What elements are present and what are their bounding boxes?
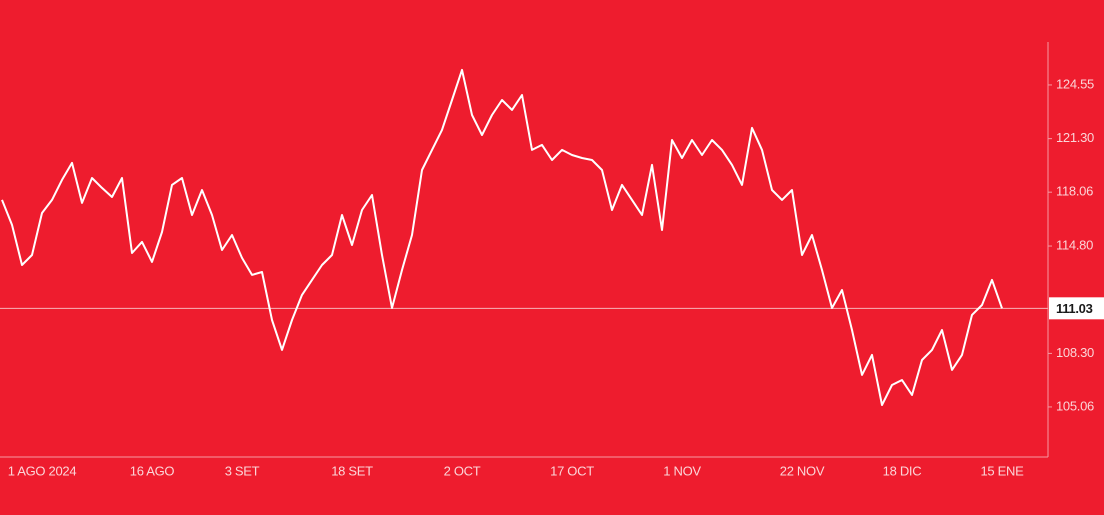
- y-tick-label: 105.06: [1056, 398, 1094, 413]
- y-tick-label: 121.30: [1056, 130, 1094, 145]
- x-tick-label: 1 NOV: [663, 463, 701, 478]
- x-tick-label: 22 NOV: [780, 463, 825, 478]
- x-tick-label: 1 AGO 2024: [8, 463, 77, 478]
- x-tick-label: 16 AGO: [130, 463, 175, 478]
- y-tick-label: 124.55: [1056, 76, 1094, 91]
- y-tick-label: 108.30: [1056, 345, 1094, 360]
- last-value-label: 111.03: [1056, 301, 1093, 316]
- x-tick-label: 15 ENE: [980, 463, 1024, 478]
- x-tick-label: 18 DIC: [883, 463, 922, 478]
- x-tick-label: 17 OCT: [550, 463, 594, 478]
- price-line: [1, 68, 1003, 406]
- y-tick-label: 114.80: [1056, 237, 1093, 252]
- x-tick-label: 3 SET: [225, 463, 260, 478]
- x-tick-label: 18 SET: [331, 463, 373, 478]
- last-value-badge: [1049, 297, 1104, 320]
- y-tick-label: 118.06: [1056, 184, 1093, 199]
- x-tick-label: 2 OCT: [444, 463, 481, 478]
